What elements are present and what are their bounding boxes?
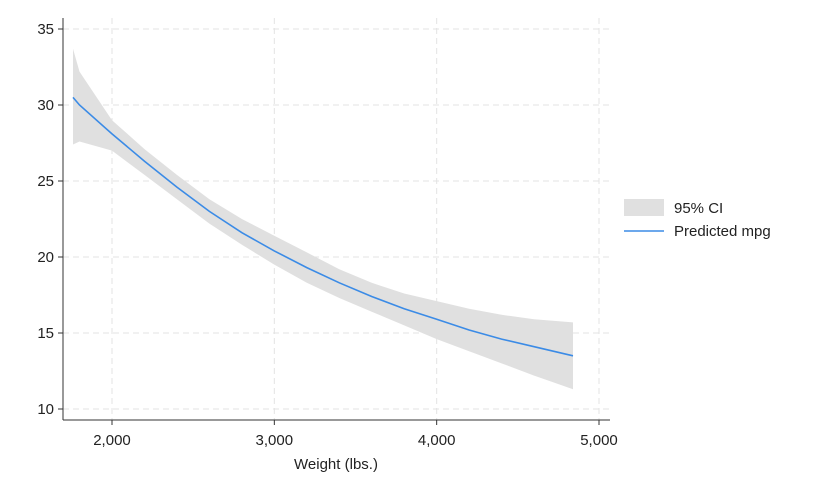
ci-band [73, 48, 573, 390]
legend: 95% CI Predicted mpg [624, 199, 771, 240]
y-tick-label: 30 [37, 97, 54, 114]
y-tick-label: 35 [37, 21, 54, 38]
y-tick-label: 20 [37, 249, 54, 266]
x-tick-label: 3,000 [256, 432, 294, 449]
line-layer [72, 96, 574, 357]
axes: 10 15 20 25 30 35 2,000 3,000 4,000 5,000 [37, 18, 618, 449]
legend-label-predicted-mpg: Predicted mpg [674, 223, 771, 240]
y-tick-label: 15 [37, 325, 54, 342]
legend-label-ci: 95% CI [674, 200, 723, 217]
y-tick-label: 25 [37, 173, 54, 190]
series-line-predicted-mpg [72, 96, 574, 357]
x-axis-title: Weight (lbs.) [294, 456, 378, 473]
y-tick-label: 10 [37, 401, 54, 418]
x-tick-label: 5,000 [580, 432, 618, 449]
x-tick-label: 2,000 [93, 432, 131, 449]
x-tick-label: 4,000 [418, 432, 456, 449]
legend-swatch-ci [624, 199, 664, 216]
ci-layer [73, 48, 573, 390]
